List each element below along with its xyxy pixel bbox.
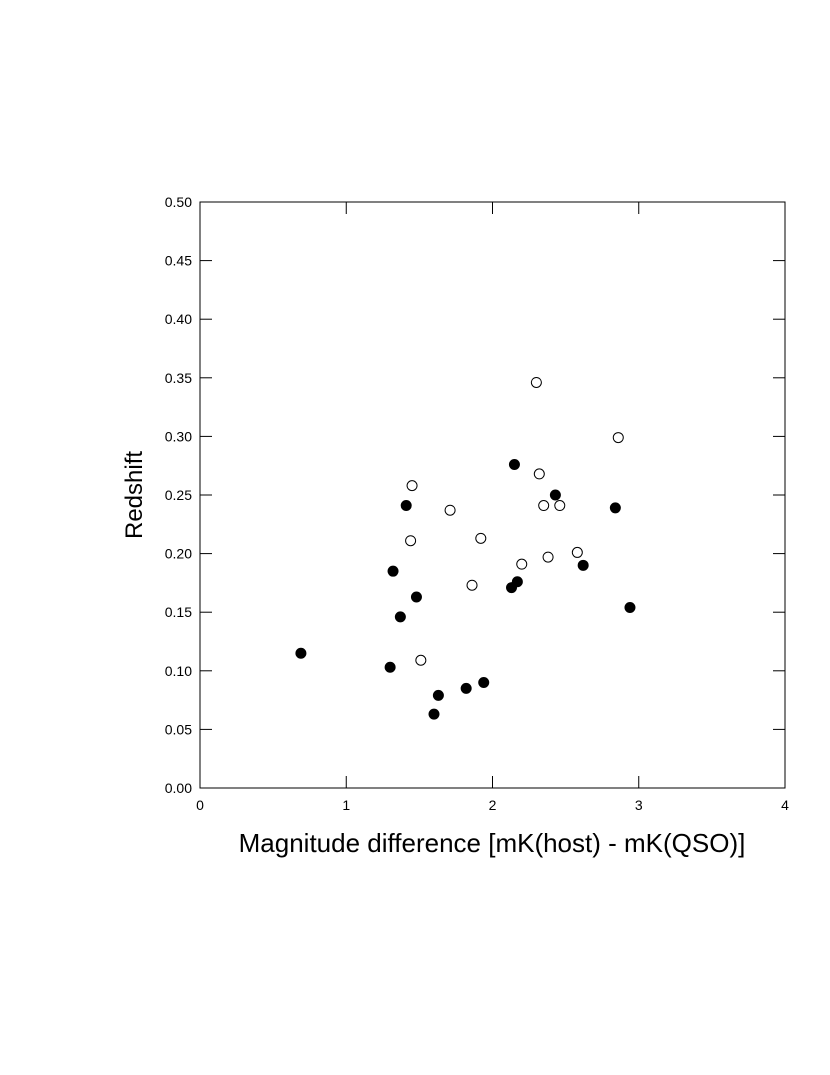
- open-point: [475, 532, 487, 544]
- x-tick-label: 0: [196, 797, 204, 813]
- x-tick-label: 4: [781, 797, 789, 813]
- y-tick-label: 0.40: [165, 311, 192, 327]
- x-tick-label: 3: [635, 797, 643, 813]
- filled-point: [624, 602, 636, 614]
- y-tick-label: 0.35: [165, 370, 192, 386]
- open-point: [538, 500, 550, 512]
- filled-point: [432, 689, 444, 701]
- y-tick-label: 0.20: [165, 546, 192, 562]
- x-tick-label: 1: [342, 797, 350, 813]
- y-tick-label: 0.05: [165, 721, 192, 737]
- filled-point: [460, 682, 472, 694]
- filled-point: [428, 708, 440, 720]
- filled-point: [549, 489, 561, 501]
- filled-point: [410, 591, 422, 603]
- filled-point: [387, 565, 399, 577]
- open-point: [571, 546, 583, 558]
- y-axis-label: Redshift: [121, 451, 148, 539]
- open-point: [415, 654, 427, 666]
- open-point: [554, 500, 566, 512]
- filled-point: [609, 502, 621, 514]
- open-point: [542, 551, 554, 563]
- open-point: [406, 480, 418, 492]
- open-point: [444, 504, 456, 516]
- filled-point: [394, 611, 406, 623]
- y-tick-label: 0.25: [165, 487, 192, 503]
- y-tick-label: 0.30: [165, 428, 192, 444]
- open-point: [612, 432, 624, 444]
- filled-point: [577, 559, 589, 571]
- open-point: [405, 535, 417, 547]
- y-tick-label: 0.45: [165, 253, 192, 269]
- open-point: [466, 579, 478, 591]
- open-point: [516, 558, 528, 570]
- y-tick-label: 0.15: [165, 604, 192, 620]
- filled-point: [384, 661, 396, 673]
- x-axis-label: Magnitude difference [mK(host) - mK(QSO)…: [239, 828, 746, 858]
- filled-point: [295, 647, 307, 659]
- filled-point: [508, 459, 520, 471]
- open-point: [533, 468, 545, 480]
- y-tick-label: 0.00: [165, 780, 192, 796]
- y-tick-label: 0.50: [165, 194, 192, 210]
- filled-point: [478, 677, 490, 689]
- filled-point: [511, 576, 523, 588]
- y-tick-label: 0.10: [165, 663, 192, 679]
- x-tick-label: 2: [489, 797, 497, 813]
- plot-frame: [199, 201, 786, 789]
- filled-point: [400, 500, 412, 512]
- open-point: [530, 376, 542, 388]
